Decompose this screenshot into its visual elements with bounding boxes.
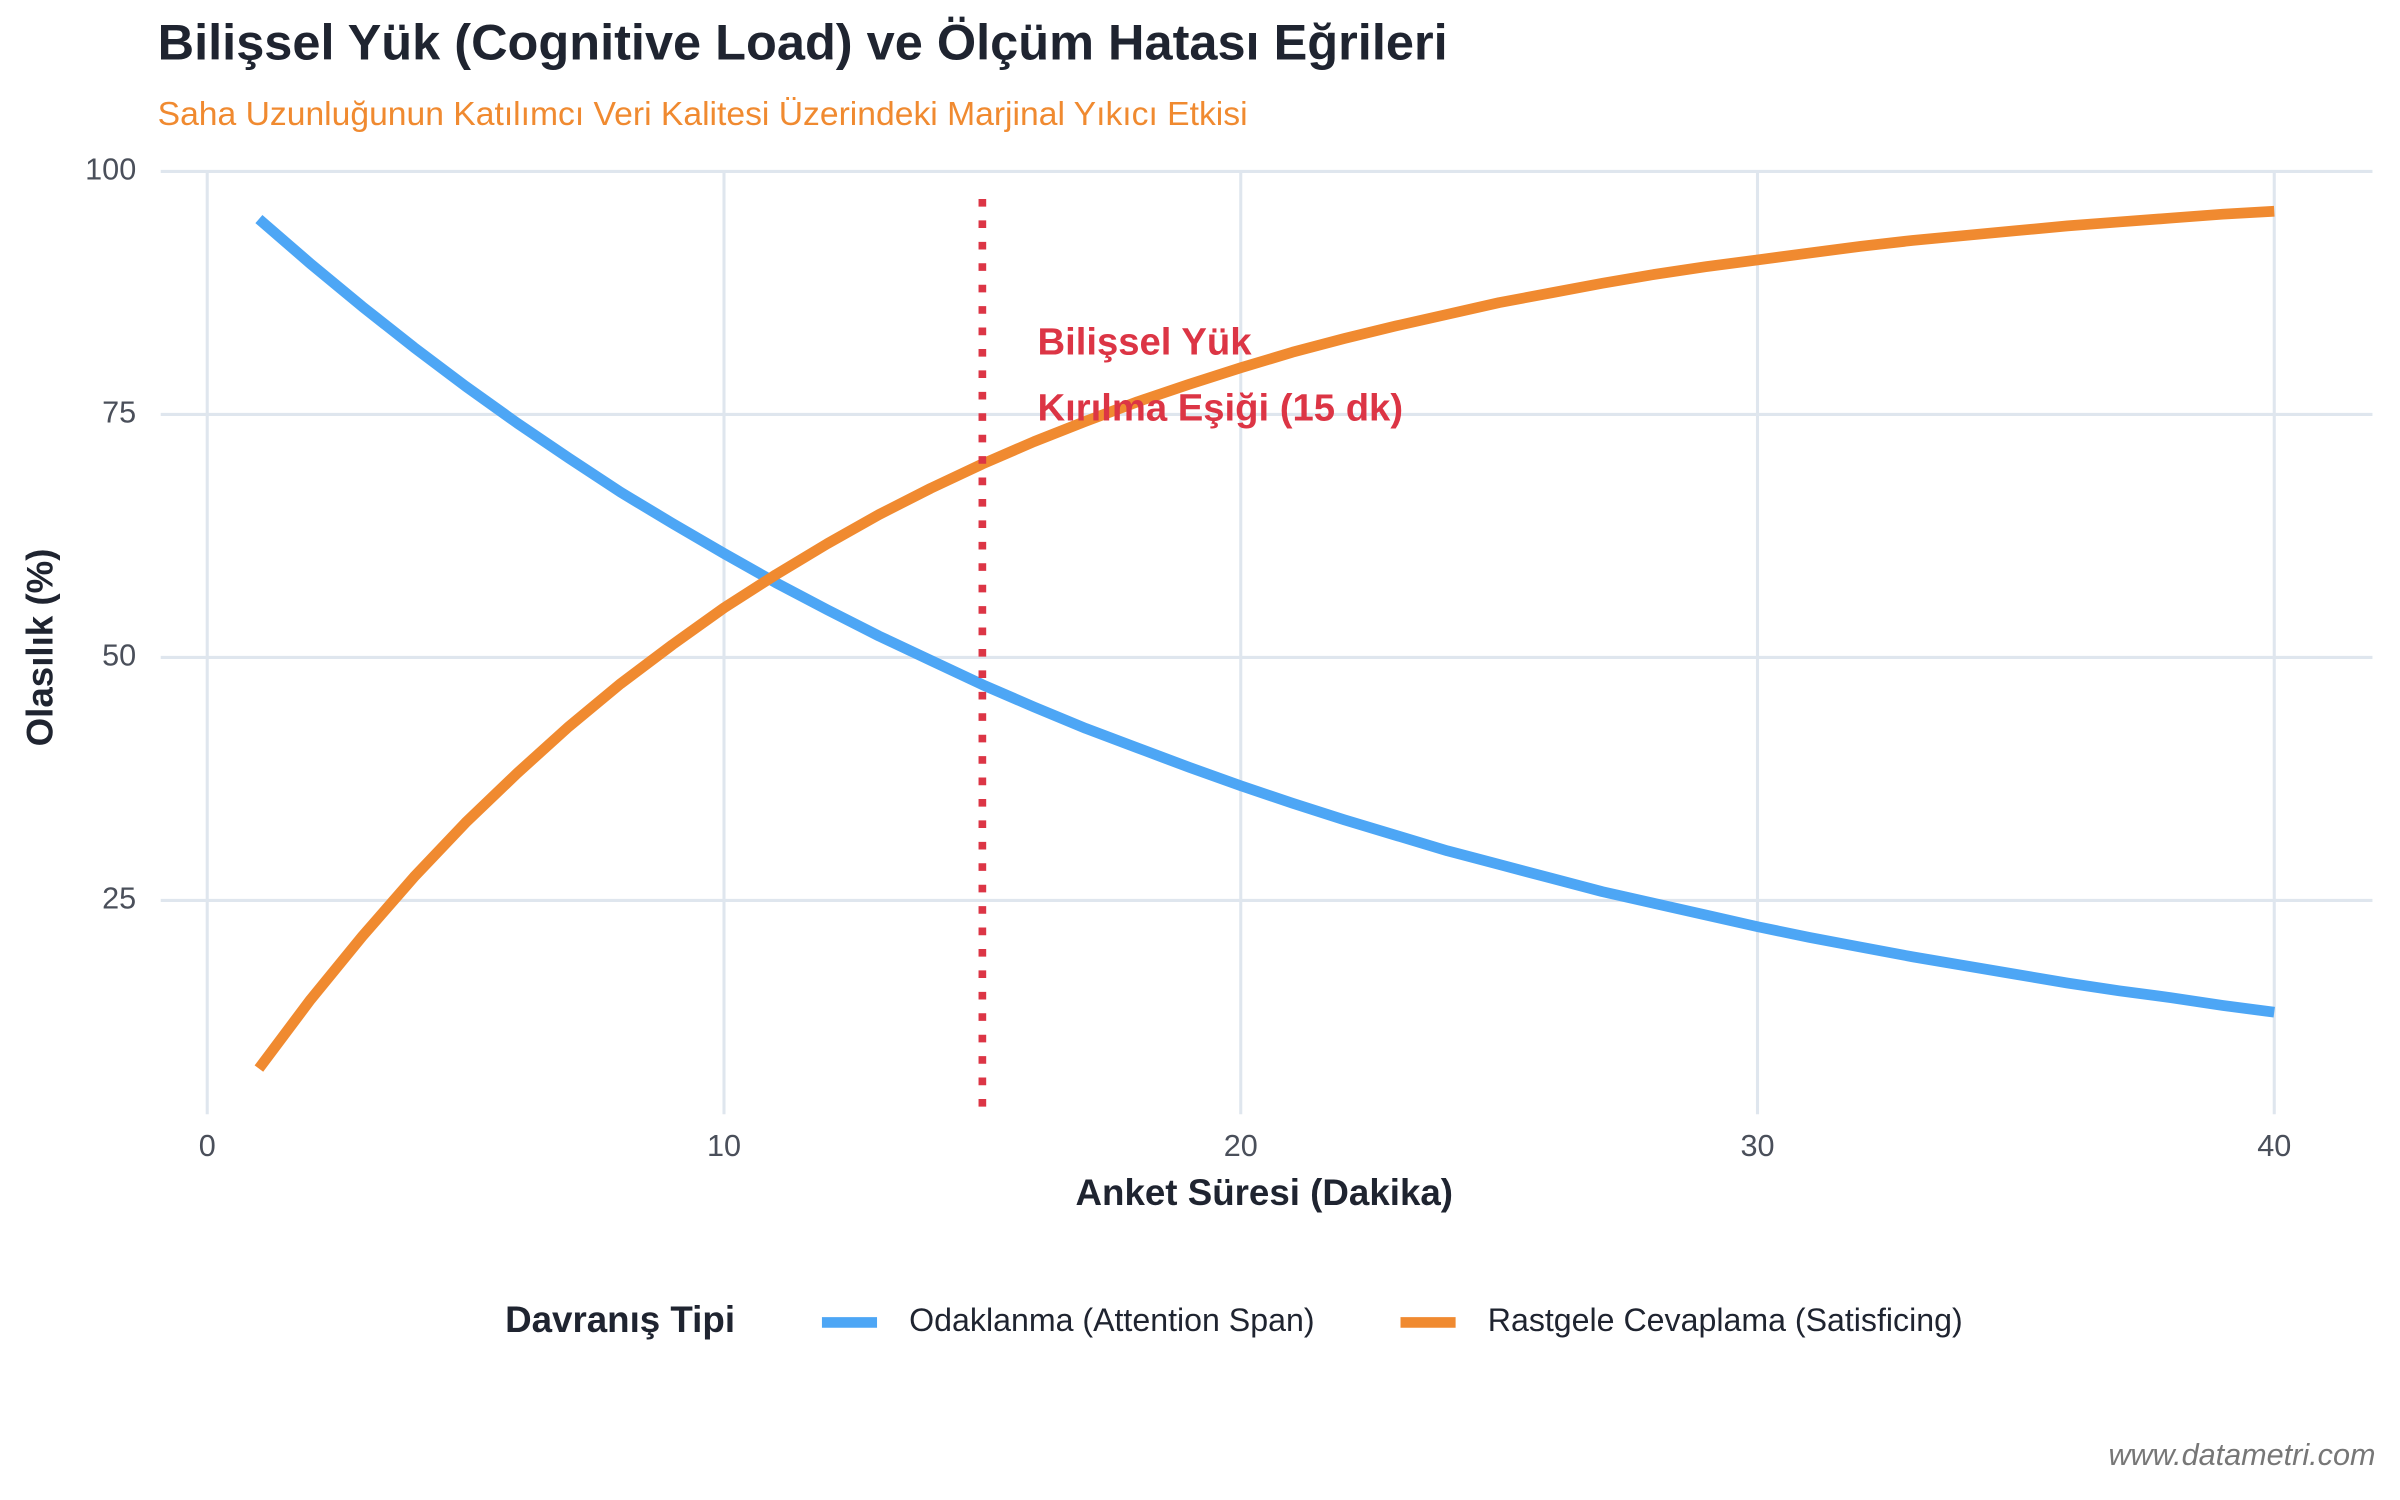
x-axis-label: Anket Süresi (Dakika)	[1076, 1172, 1454, 1213]
y-tick-label: 25	[102, 882, 136, 916]
y-axis-label: Olasılık (%)	[20, 548, 61, 746]
caption: www.datametri.com	[2108, 1438, 2375, 1472]
series-line	[255, 215, 2275, 1018]
legend-title: Davranış Tipi	[505, 1299, 735, 1340]
y-tick-label: 75	[102, 396, 136, 430]
plot-area: Bilişsel Yük Kırılma Eşiği (15 dk)	[254, 198, 2275, 1115]
series-line	[254, 205, 2275, 1072]
legend-label: Rastgele Cevaplama (Satisficing)	[1488, 1302, 1963, 1338]
y-tick-label: 50	[102, 639, 136, 673]
x-tick-label: 10	[707, 1129, 741, 1163]
threshold-annotation: Bilişsel Yük	[1037, 320, 1252, 363]
x-tick-label: 40	[2257, 1129, 2291, 1163]
threshold-annotation: Kırılma Eşiği (15 dk)	[1037, 386, 1403, 429]
y-tick-label: 100	[85, 153, 136, 187]
grid: 25 50 75 100 0 10 20 30 40	[85, 153, 2373, 1163]
x-tick-label: 30	[1740, 1129, 1774, 1163]
x-tick-label: 0	[199, 1129, 216, 1163]
chart-title: Bilişsel Yük (Cognitive Load) ve Ölçüm H…	[158, 13, 1448, 70]
legend-label: Odaklanma (Attention Span)	[909, 1302, 1314, 1338]
x-tick-label: 20	[1224, 1129, 1258, 1163]
chart-subtitle: Saha Uzunluğunun Katılımcı Veri Kalitesi…	[158, 96, 1248, 133]
legend: Odaklanma (Attention Span) Rastgele Cevap…	[821, 1302, 1963, 1338]
